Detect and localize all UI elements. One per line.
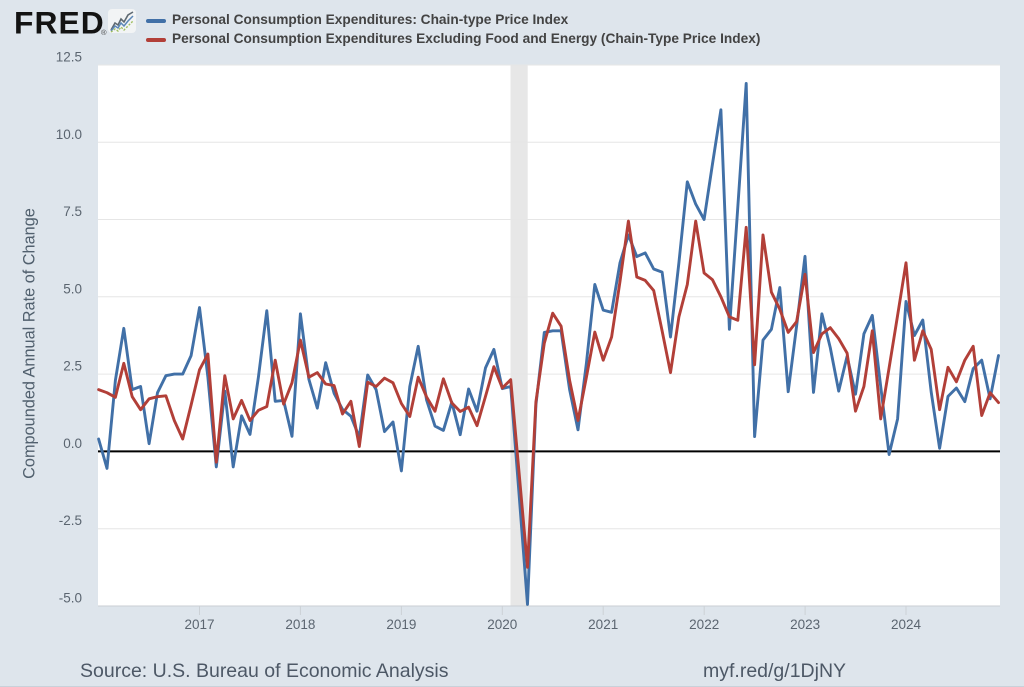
svg-text:2021: 2021	[588, 617, 618, 632]
svg-text:5.0: 5.0	[63, 281, 82, 296]
svg-text:2022: 2022	[689, 617, 719, 632]
svg-text:2018: 2018	[285, 617, 315, 632]
svg-text:0.0: 0.0	[63, 436, 82, 451]
svg-text:12.5: 12.5	[56, 50, 82, 65]
svg-text:2023: 2023	[790, 617, 820, 632]
svg-text:7.5: 7.5	[63, 204, 82, 219]
svg-text:2024: 2024	[891, 617, 922, 632]
svg-text:-2.5: -2.5	[59, 513, 82, 528]
svg-text:10.0: 10.0	[56, 127, 82, 142]
svg-text:2017: 2017	[184, 617, 214, 632]
svg-text:-5.0: -5.0	[59, 591, 82, 606]
svg-text:2019: 2019	[386, 617, 416, 632]
svg-text:2020: 2020	[487, 617, 517, 632]
svg-text:2.5: 2.5	[63, 359, 82, 374]
